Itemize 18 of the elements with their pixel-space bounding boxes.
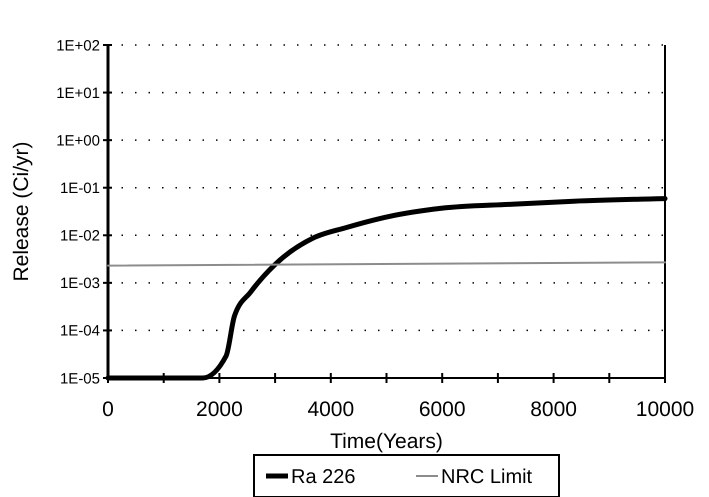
y-tick-label: 1E-05 <box>60 370 100 388</box>
x-tick-label: 8000 <box>530 398 577 421</box>
legend-label: Ra 226 <box>291 466 356 488</box>
legend-label: NRC Limit <box>441 466 533 488</box>
y-tick-label: 1E+02 <box>56 37 100 54</box>
y-tick-label: 1E-02 <box>60 228 100 245</box>
y-tick-label: 1E+01 <box>56 84 100 102</box>
y-tick-label: 1E-01 <box>60 180 100 197</box>
x-tick-label: 4000 <box>307 398 354 421</box>
x-axis-title: Time(Years) <box>330 430 443 453</box>
x-tick-label: 2000 <box>196 398 243 421</box>
x-tick-label: 6000 <box>418 398 466 421</box>
y-tick-label: 1E-04 <box>60 322 100 340</box>
y-axis-title: Release (Ci/yr) <box>10 141 33 282</box>
x-tick-label: 0 <box>102 398 114 421</box>
y-tick-label: 1E-03 <box>60 275 100 292</box>
y-tick-label: 1E+00 <box>56 132 100 150</box>
x-tick-label: 10000 <box>636 398 694 421</box>
